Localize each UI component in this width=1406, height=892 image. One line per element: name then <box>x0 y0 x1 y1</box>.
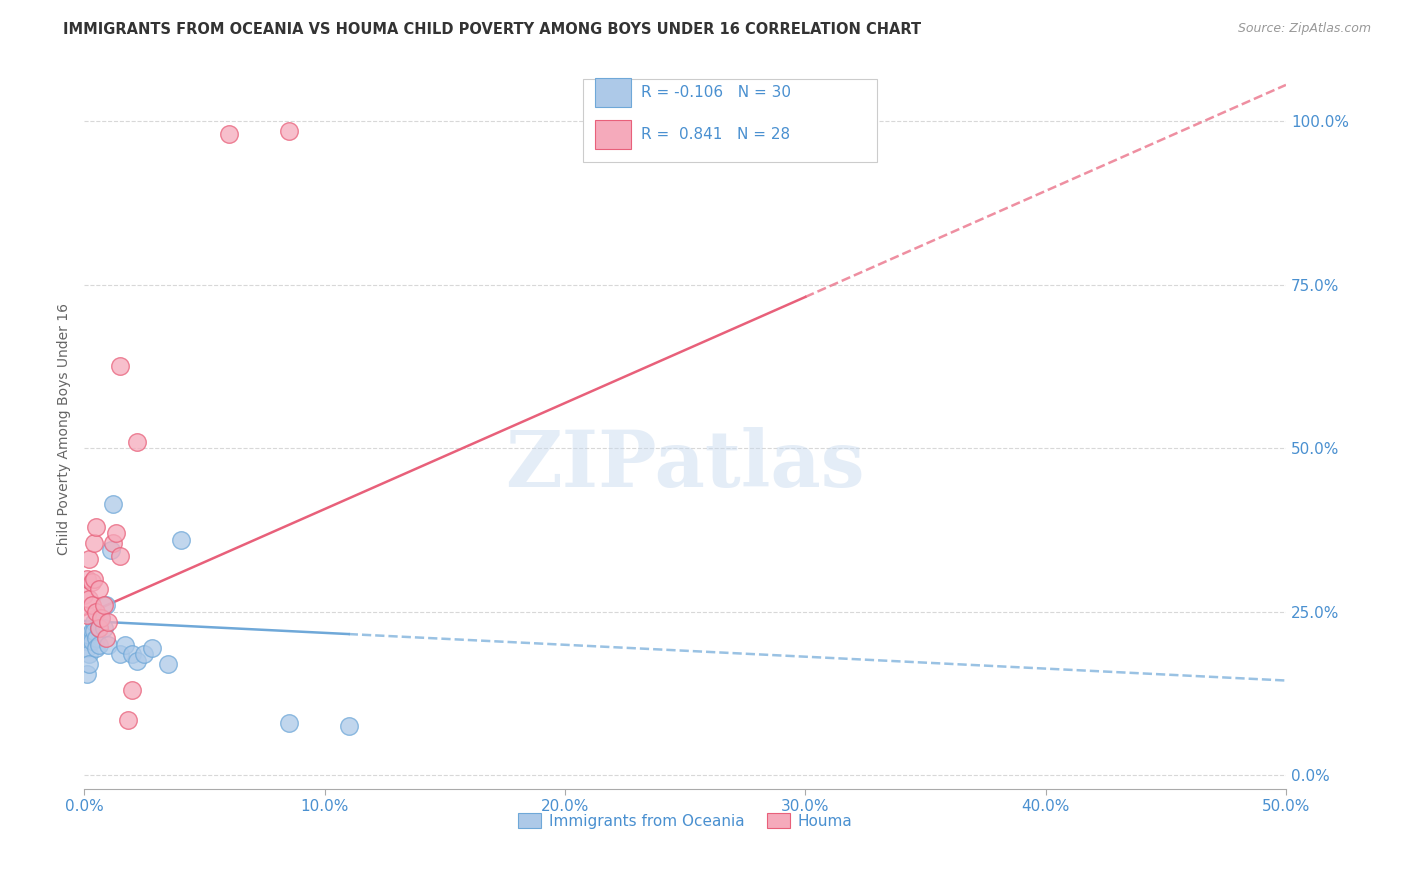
Point <box>723 127 745 141</box>
Point <box>73 589 96 603</box>
Point <box>77 628 100 642</box>
Point <box>169 533 191 547</box>
Point <box>94 631 117 645</box>
Legend: Immigrants from Oceania, Houma: Immigrants from Oceania, Houma <box>512 807 859 835</box>
Text: ZIPatlas: ZIPatlas <box>505 426 865 502</box>
Point <box>794 114 817 128</box>
Point <box>83 572 105 586</box>
Point <box>76 667 98 681</box>
Text: R = -0.106   N = 30: R = -0.106 N = 30 <box>641 85 790 100</box>
Point <box>127 434 149 449</box>
Point <box>87 621 110 635</box>
Point <box>97 615 120 629</box>
FancyBboxPatch shape <box>595 120 631 149</box>
Point <box>90 611 112 625</box>
Point <box>117 713 139 727</box>
Point <box>90 611 112 625</box>
FancyBboxPatch shape <box>583 79 877 162</box>
Point <box>134 648 156 662</box>
Point <box>86 640 108 655</box>
Point <box>83 615 105 629</box>
Point <box>97 638 120 652</box>
Point <box>87 621 110 635</box>
Point <box>121 683 143 698</box>
Point <box>110 549 132 563</box>
Point <box>127 654 149 668</box>
Point <box>337 719 360 733</box>
Text: Source: ZipAtlas.com: Source: ZipAtlas.com <box>1237 22 1371 36</box>
Point <box>121 648 143 662</box>
Point <box>80 624 103 639</box>
Point <box>76 640 98 655</box>
Point <box>114 638 136 652</box>
Y-axis label: Child Poverty Among Boys Under 16: Child Poverty Among Boys Under 16 <box>58 302 72 555</box>
Point <box>157 657 180 672</box>
FancyBboxPatch shape <box>595 78 631 107</box>
Point <box>77 657 100 672</box>
Point <box>80 599 103 613</box>
Point <box>86 631 108 645</box>
Point <box>277 716 299 731</box>
Point <box>100 542 122 557</box>
Point <box>73 634 96 648</box>
Point <box>77 648 100 662</box>
Point <box>86 605 108 619</box>
Text: IMMIGRANTS FROM OCEANIA VS HOUMA CHILD POVERTY AMONG BOYS UNDER 16 CORRELATION C: IMMIGRANTS FROM OCEANIA VS HOUMA CHILD P… <box>63 22 921 37</box>
Point <box>103 497 125 511</box>
Point <box>80 634 103 648</box>
Point <box>83 624 105 639</box>
Point <box>80 575 103 590</box>
Point <box>93 599 115 613</box>
Point <box>103 536 125 550</box>
Point <box>87 582 110 596</box>
Point <box>77 591 100 606</box>
Point <box>277 124 299 138</box>
Point <box>110 648 132 662</box>
Point <box>76 572 98 586</box>
Point <box>110 359 132 374</box>
Point <box>87 638 110 652</box>
Point <box>104 526 127 541</box>
Point <box>76 608 98 623</box>
Point <box>94 599 117 613</box>
Point <box>141 640 163 655</box>
Point <box>83 536 105 550</box>
Point <box>77 552 100 566</box>
Point <box>93 621 115 635</box>
Point <box>218 127 240 141</box>
Text: R =  0.841   N = 28: R = 0.841 N = 28 <box>641 128 790 142</box>
Point <box>86 519 108 533</box>
